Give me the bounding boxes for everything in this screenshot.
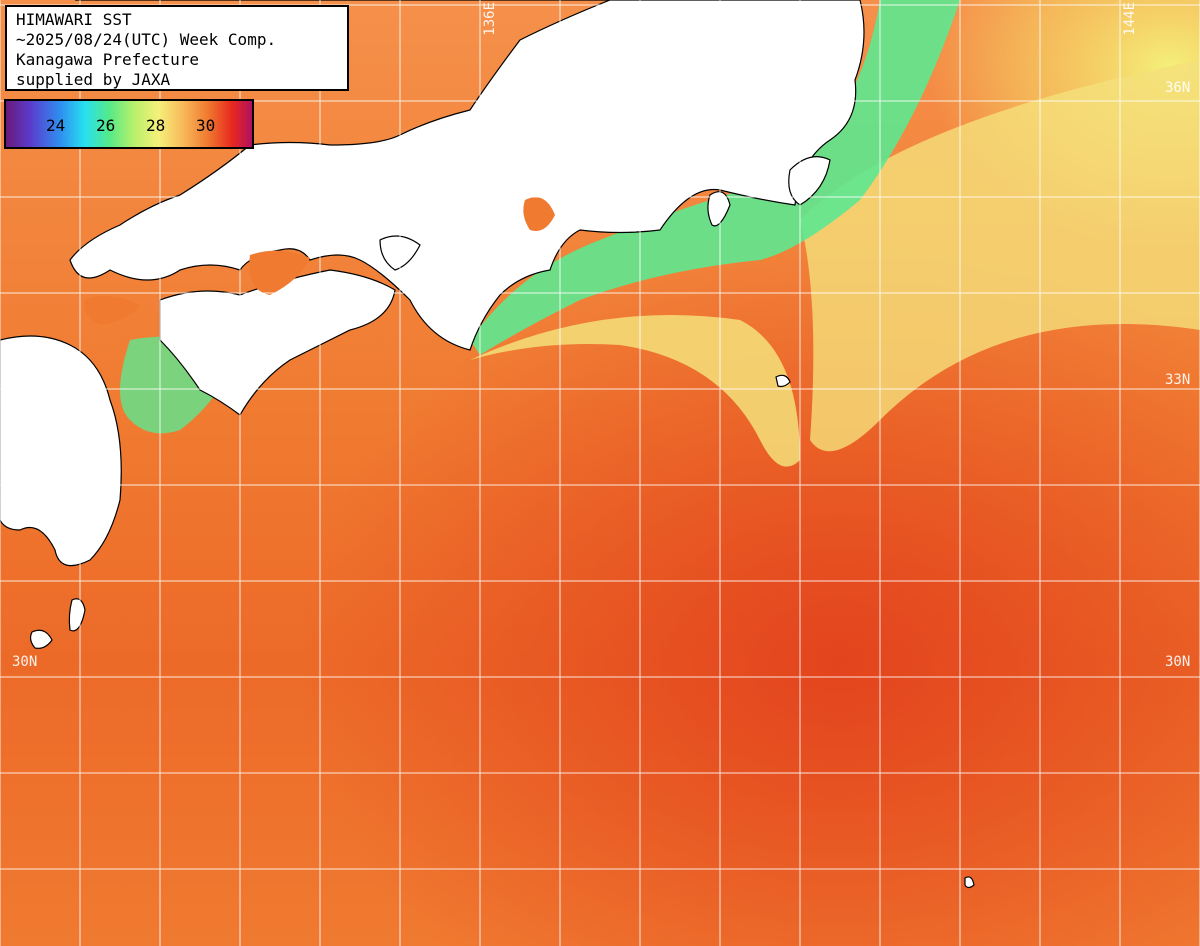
lon-label-136e: 136E bbox=[482, 2, 498, 36]
title-box: HIMAWARI SST ~2025/08/24(UTC) Week Comp.… bbox=[5, 5, 349, 91]
lat-label-36n: 36N bbox=[1165, 80, 1191, 96]
title-line-2: ~2025/08/24(UTC) Week Comp. bbox=[16, 30, 277, 49]
lat-label-30n-right: 30N bbox=[1165, 654, 1191, 670]
lat-label-30n-left: 30N bbox=[12, 654, 38, 670]
title-line-4: supplied by JAXA bbox=[16, 70, 171, 89]
land-shikoku bbox=[159, 269, 396, 416]
inland-sea-warm bbox=[249, 250, 310, 295]
cool-coastal-water-east bbox=[470, 0, 960, 355]
land-hachijo bbox=[775, 374, 791, 388]
lat-label-33-left: 33 bbox=[12, 373, 29, 389]
ise-bay bbox=[523, 197, 555, 231]
land-yakushima bbox=[29, 629, 53, 649]
legend-tick-24: 24 bbox=[46, 116, 66, 135]
legend-tick-28: 28 bbox=[146, 116, 166, 135]
color-scale-legend: 24 26 28 30 bbox=[4, 99, 254, 149]
title-line-3: Kanagawa Prefecture bbox=[16, 50, 200, 69]
legend-tick-26: 26 bbox=[96, 116, 116, 135]
inland-sea-west bbox=[84, 296, 140, 325]
yellow-band-ne bbox=[800, 60, 1200, 452]
land-islet-south bbox=[964, 876, 975, 889]
land-kyushu bbox=[0, 335, 122, 567]
land bbox=[0, 0, 975, 889]
title-line-1: HIMAWARI SST bbox=[16, 10, 132, 29]
lon-label-144e: 144E bbox=[1122, 2, 1138, 36]
legend-tick-30: 30 bbox=[196, 116, 216, 135]
yellow-front-band bbox=[470, 315, 800, 467]
lat-label-33n-right: 33N bbox=[1165, 372, 1191, 388]
land-boso bbox=[788, 156, 831, 206]
